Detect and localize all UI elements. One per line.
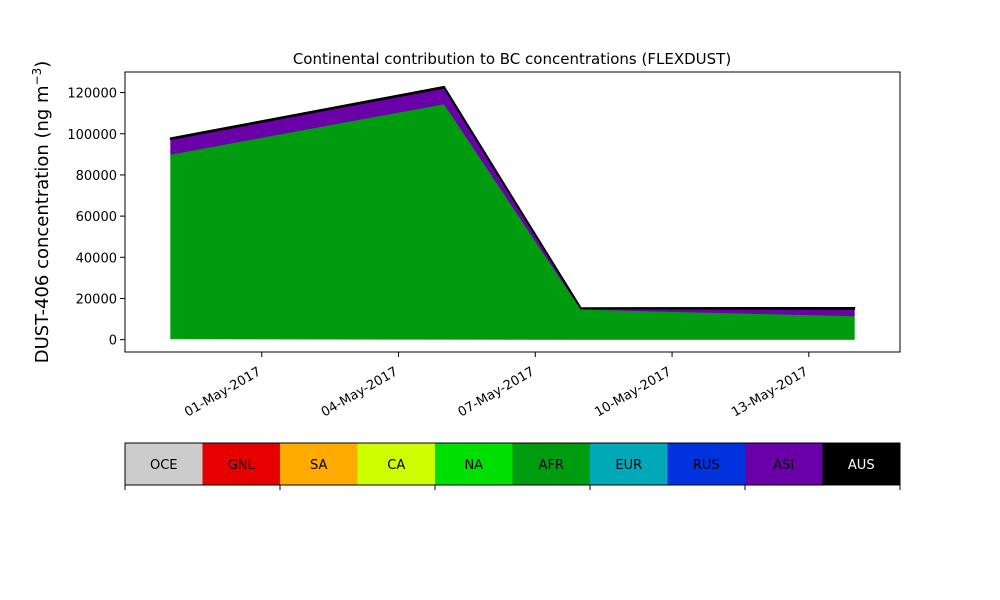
y-tick-label: 100000 xyxy=(67,128,117,143)
legend-label-rus: RUS xyxy=(693,458,720,473)
chart-title: Continental contribution to BC concentra… xyxy=(293,50,731,68)
legend-label-oce: OCE xyxy=(150,458,178,473)
x-tick-label: 10-May-2017 xyxy=(592,364,674,420)
y-axis-label-close: ) xyxy=(32,61,53,68)
legend-swatch-oce xyxy=(125,443,203,485)
area-afr xyxy=(170,103,855,340)
legend-label-sa: SA xyxy=(310,458,327,473)
legend-label-gnl: GNL xyxy=(228,458,256,473)
legend-swatch-ca xyxy=(357,443,436,485)
legend-colorbar: OCE GNL SA CA NA AFR EUR RUS ASI AUS xyxy=(124,442,901,490)
y-axis-label: DUST-406 concentration (ng m−3) xyxy=(30,61,53,364)
y-tick-label: 80000 xyxy=(76,169,117,184)
plot-frame xyxy=(124,71,901,353)
y-axis-label-main: DUST-406 concentration (ng m xyxy=(32,85,53,363)
y-tick-label: 20000 xyxy=(76,292,117,307)
legend-swatch-eur xyxy=(590,443,668,485)
y-axis: 0 20000 40000 60000 80000 100000 120000 xyxy=(67,87,125,349)
legend-swatch-afr xyxy=(512,443,591,485)
legend-label-ca: CA xyxy=(387,458,405,473)
legend-label-aus: AUS xyxy=(848,458,875,473)
stacked-areas xyxy=(169,85,856,340)
legend-swatch-aus xyxy=(822,443,901,485)
y-tick-label: 40000 xyxy=(76,251,117,266)
x-axis: 01-May-2017 04-May-2017 07-May-2017 10-May-… xyxy=(182,352,811,420)
y-tick-label: 60000 xyxy=(76,210,117,225)
legend-swatch-gnl xyxy=(202,443,281,485)
legend-swatch-rus xyxy=(667,443,746,485)
y-axis-label-superscript: −3 xyxy=(30,68,44,86)
legend-label-na: NA xyxy=(464,458,483,473)
x-tick-label: 07-May-2017 xyxy=(456,364,538,420)
legend-label-eur: EUR xyxy=(615,458,642,473)
x-tick-label: 04-May-2017 xyxy=(319,364,401,420)
x-tick-label: 13-May-2017 xyxy=(729,364,811,420)
area-aus xyxy=(169,85,856,310)
legend-swatch-sa xyxy=(280,443,358,485)
y-tick-label: 120000 xyxy=(67,87,117,102)
y-tick-label: 0 xyxy=(109,334,117,349)
legend-swatch-na xyxy=(435,443,513,485)
legend-label-asi: ASI xyxy=(773,458,794,473)
legend-frame xyxy=(124,442,901,486)
legend-label-afr: AFR xyxy=(539,458,564,473)
x-tick-label: 01-May-2017 xyxy=(182,364,264,420)
legend-swatch-asi xyxy=(745,443,823,485)
